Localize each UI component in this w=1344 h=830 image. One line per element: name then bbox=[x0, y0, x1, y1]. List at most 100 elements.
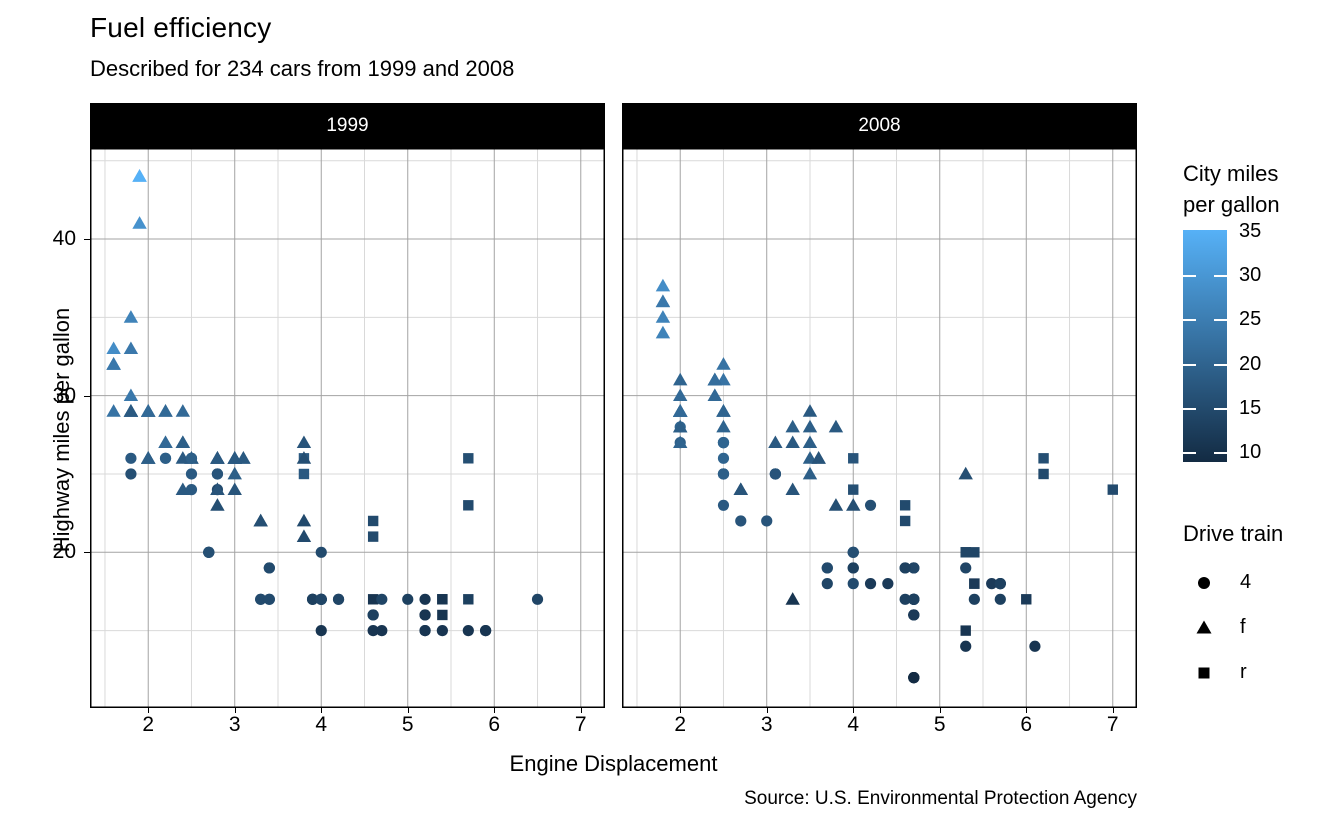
x-axis-tick-label: 2 bbox=[142, 713, 155, 736]
data-point bbox=[802, 404, 818, 417]
x-axis-tick bbox=[939, 708, 941, 713]
data-point bbox=[958, 466, 973, 480]
data-point bbox=[463, 453, 474, 464]
data-point bbox=[717, 468, 730, 480]
color-legend-tick-mark bbox=[1183, 452, 1196, 455]
data-point bbox=[802, 435, 818, 449]
x-axis-tick-label: 2 bbox=[674, 713, 687, 736]
x-axis-tick bbox=[580, 708, 582, 713]
shape-legend-label: f bbox=[1240, 616, 1246, 638]
y-axis-tick-label: 20 bbox=[52, 540, 76, 564]
data-point bbox=[462, 625, 474, 637]
data-point bbox=[419, 593, 431, 605]
data-point bbox=[828, 498, 844, 511]
shape-legend-label: 4 bbox=[1240, 571, 1252, 593]
x-axis-tick bbox=[680, 708, 682, 713]
data-point bbox=[367, 515, 379, 527]
plot-title: Fuel efficiency bbox=[90, 12, 272, 43]
y-axis-tick-label: 40 bbox=[52, 227, 76, 250]
color-legend-tick-label: 35 bbox=[1239, 219, 1262, 242]
data-point bbox=[1029, 640, 1041, 652]
x-axis-tick-label: 7 bbox=[1106, 713, 1119, 736]
data-point bbox=[673, 435, 688, 449]
x-axis-tick-label: 5 bbox=[933, 713, 946, 736]
data-point bbox=[768, 435, 783, 449]
data-point bbox=[960, 562, 972, 574]
data-point bbox=[531, 593, 544, 605]
data-point bbox=[899, 500, 911, 511]
data-point bbox=[847, 562, 859, 574]
data-point bbox=[437, 594, 448, 605]
data-point bbox=[769, 468, 781, 480]
data-point bbox=[402, 593, 414, 605]
data-point bbox=[132, 169, 147, 182]
data-point bbox=[899, 515, 911, 527]
data-point bbox=[106, 404, 121, 417]
data-point bbox=[263, 593, 275, 605]
data-point bbox=[141, 451, 156, 464]
color-legend-tick-label: 20 bbox=[1239, 352, 1262, 375]
data-point bbox=[847, 546, 859, 558]
color-legend-tick-label: 15 bbox=[1239, 396, 1262, 419]
data-point bbox=[673, 404, 688, 417]
color-legend-tick-mark bbox=[1183, 275, 1196, 278]
data-point bbox=[735, 515, 747, 527]
shape-legend-title: Drive train bbox=[1183, 521, 1284, 546]
x-axis-tick-label: 6 bbox=[488, 713, 501, 736]
data-point bbox=[864, 499, 877, 511]
data-point bbox=[828, 419, 844, 433]
data-point bbox=[707, 388, 723, 402]
data-point bbox=[125, 452, 137, 464]
x-axis-tick bbox=[234, 708, 236, 713]
data-point bbox=[141, 404, 156, 417]
color-legend-tick-mark bbox=[1214, 275, 1227, 278]
data-point bbox=[960, 640, 972, 652]
x-axis-tick bbox=[1112, 708, 1114, 713]
data-point bbox=[210, 482, 225, 496]
data-point bbox=[716, 419, 731, 433]
data-point bbox=[673, 388, 688, 402]
data-point bbox=[717, 452, 730, 464]
data-point bbox=[315, 546, 327, 558]
data-point bbox=[717, 499, 730, 511]
data-point bbox=[158, 435, 173, 449]
data-point bbox=[655, 294, 671, 308]
x-axis-tick-label: 3 bbox=[228, 713, 241, 736]
data-point bbox=[655, 278, 671, 292]
color-legend-tick-label: 25 bbox=[1239, 308, 1262, 331]
data-point bbox=[761, 515, 773, 527]
x-axis-tick bbox=[407, 708, 409, 713]
data-point bbox=[123, 341, 139, 355]
data-point bbox=[908, 672, 920, 684]
scatter-panel-2008 bbox=[622, 148, 1137, 708]
data-point bbox=[463, 594, 474, 605]
data-point bbox=[367, 609, 379, 621]
data-point bbox=[785, 592, 800, 605]
y-axis-tick bbox=[84, 239, 90, 240]
data-point bbox=[123, 310, 139, 323]
data-point bbox=[969, 547, 980, 558]
color-legend-tick-label: 30 bbox=[1239, 264, 1262, 287]
color-legend-tick-mark bbox=[1214, 363, 1227, 366]
data-point bbox=[960, 547, 971, 558]
data-point bbox=[106, 357, 121, 370]
data-point bbox=[437, 609, 448, 621]
data-point bbox=[253, 513, 268, 527]
data-point bbox=[159, 452, 172, 464]
data-point bbox=[367, 531, 379, 542]
color-legend-title-line2: per gallon bbox=[1183, 192, 1280, 217]
data-point bbox=[908, 562, 920, 574]
panel-border bbox=[622, 148, 1137, 708]
data-point bbox=[185, 468, 198, 480]
data-point bbox=[811, 451, 826, 464]
data-point bbox=[419, 625, 431, 637]
data-point bbox=[848, 453, 859, 464]
data-point bbox=[1038, 453, 1049, 464]
data-point bbox=[123, 388, 139, 402]
data-point bbox=[463, 500, 474, 511]
data-point bbox=[315, 593, 327, 605]
data-point bbox=[436, 625, 448, 637]
data-point bbox=[960, 625, 971, 636]
color-legend-tick-mark bbox=[1214, 452, 1227, 455]
